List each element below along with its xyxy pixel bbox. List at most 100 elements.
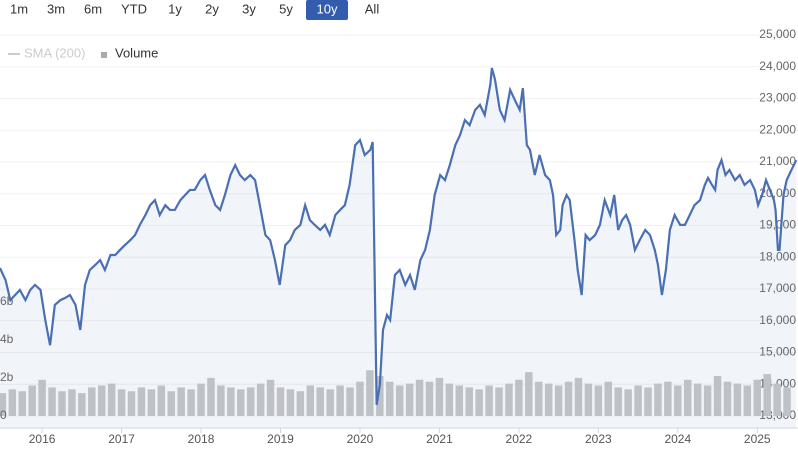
y-tick-label: 15,000 [759, 345, 796, 359]
range-button-label[interactable]: 6m [84, 1, 102, 16]
volume-bar [495, 387, 503, 416]
volume-bar [584, 383, 593, 416]
volume-bar [127, 391, 136, 416]
range-button[interactable] [269, 0, 303, 20]
volume-bar [395, 385, 404, 416]
volume-bar [693, 383, 702, 416]
range-button-label[interactable]: 1y [168, 1, 182, 16]
x-tick-label: 2017 [108, 432, 135, 446]
volume-bar [604, 381, 613, 416]
volume-bar [38, 379, 46, 416]
volume-bar [544, 383, 553, 416]
volume-bar [594, 385, 603, 416]
x-tick-label: 2018 [188, 432, 215, 446]
range-button[interactable] [158, 0, 192, 20]
volume-bar [644, 387, 652, 416]
range-button[interactable] [351, 0, 393, 20]
range-button[interactable] [39, 0, 73, 20]
volume-bar [197, 383, 205, 416]
volume-bar [356, 381, 364, 416]
y-tick-label: 22,000 [759, 122, 796, 136]
x-tick-label: 2020 [347, 432, 374, 446]
volume-bar [485, 385, 493, 416]
volume-bar [237, 389, 245, 416]
volume-bar [435, 377, 444, 416]
volume-bar [674, 385, 682, 416]
volume-bar [425, 381, 434, 416]
volume-bar [246, 387, 255, 416]
volume-bar [68, 389, 76, 416]
volume-bar [78, 393, 86, 416]
volume-bar [266, 379, 275, 416]
range-button-label[interactable]: 1m [10, 1, 28, 16]
volume-bar [217, 385, 225, 416]
volume-bar [296, 391, 305, 416]
volume-bar [306, 385, 315, 416]
range-button-label[interactable]: 2y [205, 1, 219, 16]
price-area [0, 68, 797, 429]
volume-bar [525, 372, 533, 416]
volume-bar [554, 385, 563, 416]
volume-bar [753, 379, 761, 416]
volume-bar [415, 379, 424, 416]
volume-bar [137, 387, 146, 416]
volume-bar [97, 385, 106, 416]
y-tick-label: 20,000 [759, 186, 796, 200]
range-button[interactable] [195, 0, 229, 20]
x-tick-label: 2016 [29, 432, 56, 446]
y2-tick-label: 4b [0, 332, 14, 346]
y2-tick-label: 6b [0, 294, 14, 308]
volume-bar [743, 385, 752, 416]
range-button[interactable] [113, 0, 155, 20]
volume-bar [8, 389, 17, 416]
x-tick-label: 2025 [744, 432, 771, 446]
volume-bar [207, 377, 215, 416]
range-button[interactable] [232, 0, 266, 20]
volume-bar [723, 381, 732, 416]
range-button-label[interactable]: 10y [317, 1, 338, 16]
volume-bar [564, 381, 573, 416]
volume-bar [614, 387, 622, 416]
volume-bar [783, 387, 791, 416]
y-tick-label: 16,000 [759, 313, 796, 327]
range-button-label[interactable]: All [365, 1, 380, 16]
range-button[interactable] [2, 0, 36, 20]
range-button-label[interactable]: 3y [242, 1, 256, 16]
volume-bar [664, 381, 672, 416]
volume-bar [654, 383, 662, 416]
volume-bar [455, 385, 464, 416]
volume-bar [326, 389, 334, 416]
y-tick-label: 23,000 [759, 91, 796, 105]
legend-label[interactable]: SMA (200) [24, 45, 85, 60]
volume-bar [157, 385, 166, 416]
range-button-label[interactable]: YTD [121, 1, 147, 16]
volume-bar [475, 389, 483, 416]
volume-bar [276, 387, 285, 416]
volume-bar [405, 383, 414, 416]
x-tick-label: 2023 [585, 432, 612, 446]
legend: SMA (200) Volume [8, 45, 158, 60]
volume-bar [88, 387, 96, 416]
volume-bar [316, 387, 324, 416]
volume-bar [713, 375, 722, 416]
range-button-label[interactable]: 3m [47, 1, 65, 16]
volume-bar [18, 391, 26, 416]
volume-bar [346, 387, 354, 416]
volume-bar [187, 389, 195, 416]
x-tick-label: 2021 [426, 432, 453, 446]
volume-bar [515, 379, 523, 416]
volume-bar [286, 389, 295, 416]
volume-bar [117, 389, 126, 416]
range-button[interactable] [76, 0, 110, 20]
x-tick-label: 2024 [664, 432, 691, 446]
volume-bar [465, 387, 473, 416]
x-tick-label: 2022 [506, 432, 533, 446]
y2-tick-label: 2b [0, 370, 14, 384]
range-button[interactable] [306, 0, 348, 20]
range-button-label[interactable]: 5y [279, 1, 293, 16]
legend-label[interactable]: Volume [115, 45, 158, 60]
volume-bar [48, 387, 56, 416]
price-line [0, 67, 798, 406]
